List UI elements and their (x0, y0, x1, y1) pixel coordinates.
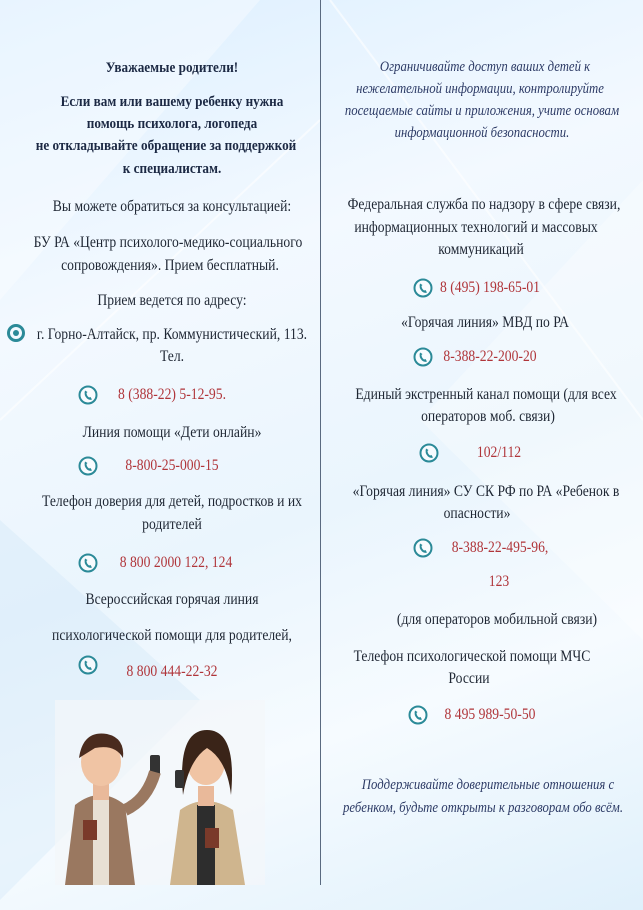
phone-icon (413, 538, 433, 558)
phone-number[interactable]: 123 (488, 573, 510, 590)
phone-icon (413, 347, 433, 367)
phone-number[interactable]: 8-388-22-200-20 (443, 348, 537, 365)
closing-line: Поддерживайте доверительные отношения с (361, 777, 615, 793)
appeal-line: к специалистам. (122, 161, 222, 177)
advice-line: Ограничивайте доступ ваших детей к (379, 59, 591, 75)
unified-line: Единый экстренный канал помощи (для всех (355, 386, 617, 403)
advice-line: информационной безопасности. (394, 125, 570, 141)
line-online: Линия помощи «Дети онлайн» (82, 424, 262, 441)
phone-icon (78, 456, 98, 476)
greeting: Уважаемые родители! (105, 60, 239, 76)
mchs-line: России (448, 670, 490, 687)
appeal-line: Если вам или вашему ребенку нужна (60, 94, 284, 110)
phone-number[interactable]: 8-800-25-000-15 (125, 457, 219, 474)
people-with-phones-illustration (55, 700, 265, 885)
tel-label: Тел. (159, 348, 185, 365)
phone-number[interactable]: 102/112 (476, 444, 522, 461)
phone-number[interactable]: 8 (388-22) 5-12-95. (118, 386, 226, 403)
location-pin-icon (7, 324, 25, 342)
phone-icon (408, 705, 428, 725)
trust-line: Телефон доверия для детей, подростков и … (42, 493, 302, 510)
allrussia-line: Всероссийская горячая линия (85, 591, 259, 608)
center-name: БУ РА «Центр психолого-медико-социальног… (33, 234, 303, 251)
phone-icon (78, 553, 98, 573)
mobile-note: (для операторов мобильной связи) (396, 611, 598, 628)
mchs-line: Телефон психологической помощи МЧС (353, 648, 591, 665)
phone-icon (78, 385, 98, 405)
advice-line: посещаемые сайты и приложения, учите осн… (344, 103, 620, 119)
sk-line: «Горячая линия» СУ СК РФ по РА «Ребенок … (352, 483, 620, 500)
center-name: сопровождения». Прием бесплатный. (61, 257, 279, 274)
phone-icon (419, 443, 439, 463)
trust-line: родителей (142, 516, 202, 533)
phone-icon (413, 278, 433, 298)
phone-number[interactable]: 8-388-22-495-96, (451, 539, 549, 556)
rkn-line: коммуникаций (438, 241, 524, 258)
appeal-line: помощь психолога, логопеда (86, 116, 258, 132)
address-label: Прием ведется по адресу: (97, 292, 247, 309)
allrussia-line: психологической помощи для родителей, (52, 627, 292, 644)
closing-line: ребенком, будьте открыты к разговорам об… (342, 800, 624, 816)
mvd-label: «Горячая линия» МВД по РА (401, 314, 569, 331)
column-divider (320, 0, 321, 885)
address: г. Горно-Алтайск, пр. Коммунистический, … (36, 326, 308, 343)
appeal-line: не откладывайте обращение за поддержкой (35, 138, 297, 154)
consult-text: Вы можете обратиться за консультацией: (52, 198, 292, 215)
unified-line: операторов моб. связи) (421, 408, 555, 425)
rkn-line: информационных технологий и массовых (354, 219, 598, 236)
advice-line: нежелательной информации, контролируйте (356, 81, 604, 97)
phone-number[interactable]: 8 800 444-22-32 (126, 663, 218, 680)
phone-number[interactable]: 8 800 2000 122, 124 (119, 554, 233, 571)
phone-number[interactable]: 8 (495) 198-65-01 (439, 279, 541, 296)
sk-line: опасности» (443, 505, 511, 522)
rkn-line: Федеральная служба по надзору в сфере св… (347, 196, 621, 213)
phone-number[interactable]: 8 495 989-50-50 (444, 706, 536, 723)
phone-icon (78, 655, 98, 675)
